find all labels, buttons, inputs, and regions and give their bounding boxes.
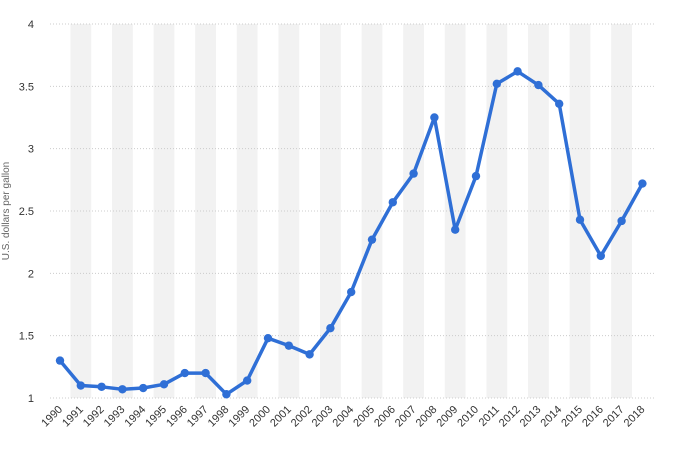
data-point xyxy=(555,99,564,108)
x-tick-label: 2003 xyxy=(310,404,336,430)
x-tick-label: 2001 xyxy=(268,404,294,430)
x-tick-label: 1996 xyxy=(164,404,190,430)
data-point xyxy=(159,380,169,389)
data-point xyxy=(305,350,314,359)
data-point xyxy=(139,383,148,393)
data-point xyxy=(367,235,377,244)
data-point xyxy=(284,341,293,350)
background-band xyxy=(278,24,300,398)
x-axis-ticks: 1990199119921993199419951996199719981999… xyxy=(39,404,647,430)
background-band xyxy=(320,24,341,398)
data-point xyxy=(430,113,439,122)
x-tick-label: 2017 xyxy=(601,404,627,430)
x-tick-label: 2004 xyxy=(331,404,357,430)
data-point xyxy=(534,80,543,90)
x-tick-label: 1997 xyxy=(185,404,211,430)
x-tick-label: 1995 xyxy=(143,404,169,430)
data-point xyxy=(451,225,460,234)
background-band xyxy=(236,24,258,398)
data-point xyxy=(596,251,605,261)
data-points xyxy=(55,67,647,399)
x-tick-label: 2002 xyxy=(289,404,315,430)
data-point xyxy=(471,171,481,181)
y-axis-ticks: 1 1.5 2 2.5 3 3.5 4 xyxy=(19,19,34,405)
y-tick-label: 1 xyxy=(28,393,34,405)
y-tick-label: 2.5 xyxy=(19,206,34,218)
data-point xyxy=(243,376,252,385)
y-tick-label: 3.5 xyxy=(19,81,34,93)
x-tick-label: 2013 xyxy=(518,404,544,430)
data-point xyxy=(409,169,418,178)
y-tick-label: 4 xyxy=(28,19,34,31)
data-point xyxy=(201,368,210,378)
x-tick-label: 2011 xyxy=(477,404,502,429)
x-tick-label: 2008 xyxy=(414,404,440,430)
x-tick-label: 2010 xyxy=(455,404,481,430)
x-tick-label: 2000 xyxy=(247,404,273,430)
x-tick-label: 2014 xyxy=(539,404,565,430)
x-tick-label: 2018 xyxy=(622,404,648,430)
x-tick-label: 2005 xyxy=(351,404,377,430)
data-point xyxy=(180,368,189,378)
x-tick-label: 1994 xyxy=(123,404,149,430)
y-tick-label: 2 xyxy=(28,268,34,280)
data-point xyxy=(326,323,335,333)
x-tick-label: 1998 xyxy=(206,404,232,430)
background-bands xyxy=(70,24,632,398)
data-point xyxy=(513,67,522,76)
x-tick-label: 1992 xyxy=(81,404,107,430)
x-tick-label: 2016 xyxy=(580,404,606,430)
gridlines xyxy=(50,23,655,399)
y-axis-label: U.S. dollars per gallon xyxy=(1,162,12,260)
data-point xyxy=(55,356,65,365)
data-point xyxy=(492,79,501,89)
data-point xyxy=(263,333,273,343)
data-point xyxy=(97,382,106,391)
x-tick-label: 1999 xyxy=(227,404,253,430)
data-point xyxy=(617,216,626,226)
background-band xyxy=(195,24,216,398)
data-point xyxy=(118,385,127,394)
x-tick-label: 1990 xyxy=(39,404,65,430)
data-point xyxy=(575,215,585,224)
x-tick-label: 2007 xyxy=(393,404,419,430)
y-tick-label: 1.5 xyxy=(19,331,34,343)
data-point xyxy=(222,390,231,399)
background-band xyxy=(611,24,632,398)
x-tick-label: 2006 xyxy=(372,404,398,430)
data-point xyxy=(347,287,356,297)
background-band xyxy=(486,24,508,398)
data-point xyxy=(388,198,397,207)
y-tick-label: 3 xyxy=(28,144,34,156)
background-band xyxy=(528,24,549,398)
data-point xyxy=(638,179,647,188)
x-tick-label: 2012 xyxy=(497,404,523,430)
x-tick-label: 2015 xyxy=(559,404,585,430)
series-line xyxy=(58,69,645,397)
x-tick-label: 1993 xyxy=(102,404,128,430)
x-tick-label: 1991 xyxy=(60,404,86,430)
data-point xyxy=(76,381,86,390)
x-tick-label: 2009 xyxy=(435,404,461,430)
